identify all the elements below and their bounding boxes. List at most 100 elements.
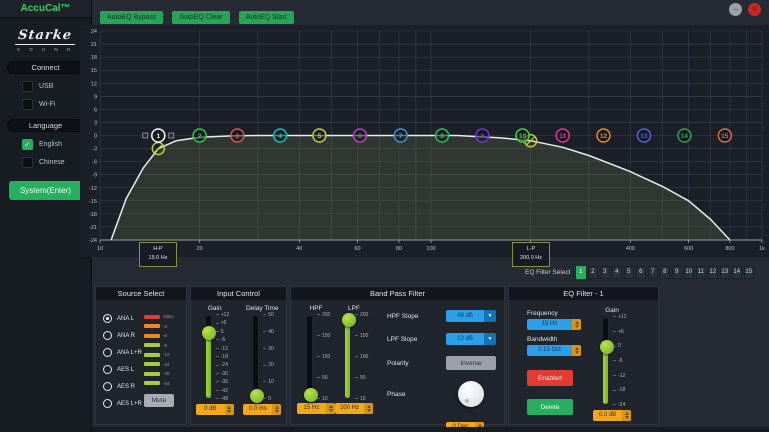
radio-icon[interactable] xyxy=(103,314,112,323)
source-option-ana-l-r[interactable]: ANA L+R xyxy=(103,344,144,361)
slider-thumb[interactable] xyxy=(303,387,318,402)
eq-filter-select-1[interactable]: 1 xyxy=(575,266,586,279)
minimize-icon[interactable]: – xyxy=(729,3,742,16)
chevron-down-icon[interactable]: ▼ xyxy=(484,310,496,322)
radio-icon[interactable] xyxy=(103,365,112,374)
input-gain-slider[interactable]: +12 +6 0 -6 -12 -18 -24 -30 -36 -42 -48 xyxy=(199,312,231,402)
system-enter-button[interactable]: System(Enter) xyxy=(8,181,83,200)
checkbox-usb[interactable]: USB xyxy=(22,81,91,92)
slider-thumb[interactable] xyxy=(599,340,614,355)
eq-node-number: 8 xyxy=(440,133,444,140)
eq-node-1[interactable] xyxy=(151,128,166,143)
eq-node-13[interactable] xyxy=(636,128,652,143)
autoeq-start-button[interactable]: AutoEQ Start xyxy=(238,11,294,24)
eq-gain-spinner[interactable] xyxy=(622,410,631,421)
unchecked-box[interactable] xyxy=(22,81,33,92)
unchecked-box[interactable] xyxy=(22,99,33,110)
eq-filter-select-14[interactable]: 14 xyxy=(731,266,742,279)
slider-track[interactable] xyxy=(599,317,614,405)
slider-track[interactable] xyxy=(249,315,264,403)
checkbox-wi-fi[interactable]: Wi-Fi xyxy=(22,99,91,110)
eq-node-5[interactable] xyxy=(312,128,327,143)
eq-filter-select-4[interactable]: 4 xyxy=(611,266,622,279)
delay-time-value[interactable]: 0.0 ms xyxy=(243,404,282,415)
eq-gain-slider[interactable]: +12 +6 0 -6 -12 -18 -24 xyxy=(596,314,628,408)
hpf-slider[interactable]: 200 150 100 50 10 xyxy=(300,312,332,402)
radio-icon[interactable] xyxy=(103,382,112,391)
delete-button[interactable]: Delete xyxy=(527,399,573,415)
eq-node-7[interactable] xyxy=(393,128,408,143)
checkbox-chinese[interactable]: Chinese xyxy=(22,157,91,168)
meter-segment xyxy=(144,362,160,367)
eq-node-3[interactable] xyxy=(230,128,245,143)
eq-filter-select-13[interactable]: 13 xyxy=(719,266,730,279)
autoeq-clear-button[interactable]: AutoEQ Clear xyxy=(172,11,230,24)
lpf-spinner[interactable] xyxy=(364,403,373,414)
eq-node-6[interactable] xyxy=(352,128,368,143)
eq-node-15[interactable] xyxy=(717,128,733,143)
close-icon[interactable]: ✕ xyxy=(748,3,761,16)
source-option-aes-l-r[interactable]: AES L+R xyxy=(103,395,144,412)
eq-filter-select-15[interactable]: 15 xyxy=(743,266,754,279)
chevron-down-icon[interactable]: ▼ xyxy=(484,333,496,345)
eq-filter-select-2[interactable]: 2 xyxy=(587,266,598,279)
eq-filter-select-10[interactable]: 10 xyxy=(683,266,694,279)
radio-icon[interactable] xyxy=(103,331,112,340)
eq-node-2[interactable] xyxy=(192,128,207,143)
bandwidth-value[interactable]: 0.15 Oct xyxy=(527,345,581,356)
checkbox-english[interactable]: ✓ English xyxy=(22,139,91,150)
eq-node-14[interactable] xyxy=(677,128,692,143)
eq-node-number: 9 xyxy=(481,133,485,140)
checked-icon[interactable]: ✓ xyxy=(22,139,33,150)
bandwidth-handle[interactable] xyxy=(142,132,149,139)
unchecked-box[interactable] xyxy=(22,157,33,168)
source-option-ana-l[interactable]: ANA L xyxy=(103,310,144,327)
slider-track[interactable] xyxy=(202,315,217,399)
delay-time-spinner[interactable] xyxy=(272,404,282,415)
eq-filter-select-5[interactable]: 5 xyxy=(623,266,634,279)
hpf-slope-dropdown[interactable]: 48 dB ▼ xyxy=(446,310,496,322)
eq-filter-select-8[interactable]: 8 xyxy=(659,266,670,279)
lpf-slider[interactable]: 200 150 100 50 10 xyxy=(338,312,370,402)
eq-node-8[interactable] xyxy=(434,128,450,143)
eq-node-9[interactable] xyxy=(475,128,490,143)
input-gain-value[interactable]: 0 dB xyxy=(195,404,234,415)
delay-time-slider[interactable]: 50 40 30 20 10 0 xyxy=(246,312,278,403)
eq-node-11[interactable] xyxy=(555,128,570,143)
slider-thumb[interactable] xyxy=(341,313,356,328)
mute-button[interactable]: Mute xyxy=(144,394,174,407)
source-option-aes-l[interactable]: AES L xyxy=(103,361,144,378)
source-option-aes-r[interactable]: AES R xyxy=(103,378,144,395)
lpf-slope-dropdown[interactable]: 12 dB ▼ xyxy=(446,333,496,345)
input-gain-spinner[interactable] xyxy=(224,404,234,415)
slider-thumb[interactable] xyxy=(249,388,264,403)
eq-node-4[interactable] xyxy=(272,128,288,143)
bandwidth-handle[interactable] xyxy=(168,132,175,139)
slider-track[interactable] xyxy=(341,313,356,399)
eq-node-12[interactable] xyxy=(596,128,611,143)
source-option-ana-r[interactable]: ANA R xyxy=(103,327,144,344)
autoeq-bypass-button[interactable]: AutoEQ Bypass xyxy=(100,11,164,24)
slider-thumb[interactable] xyxy=(202,326,217,341)
slider-track[interactable] xyxy=(303,315,318,402)
hpf-value[interactable]: 15 Hz xyxy=(297,403,335,414)
eq-filter-select-9[interactable]: 9 xyxy=(671,266,682,279)
lpf-value[interactable]: 200 Hz xyxy=(335,403,373,414)
phase-knob[interactable] xyxy=(458,381,484,407)
eq-filter-select-12[interactable]: 12 xyxy=(707,266,718,279)
eq-filter-select-7[interactable]: 7 xyxy=(647,266,658,279)
polarity-inverse-button[interactable]: Inverse xyxy=(446,356,496,370)
eq-gain-value[interactable]: 0.0 dB xyxy=(593,410,631,421)
eq-filter-select-3[interactable]: 3 xyxy=(599,266,610,279)
frequency-value[interactable]: 15 Hz xyxy=(527,319,581,330)
hpf-spinner[interactable] xyxy=(326,403,335,414)
radio-icon[interactable] xyxy=(103,399,112,408)
enabled-button[interactable]: Enabled xyxy=(527,370,573,386)
frequency-spinner[interactable] xyxy=(572,319,581,330)
radio-icon[interactable] xyxy=(103,348,112,357)
eq-filter-select-6[interactable]: 6 xyxy=(635,266,646,279)
bandwidth-spinner[interactable] xyxy=(572,345,581,356)
eq-filter-select-11[interactable]: 11 xyxy=(695,266,706,279)
eq-node-10[interactable] xyxy=(515,128,530,143)
